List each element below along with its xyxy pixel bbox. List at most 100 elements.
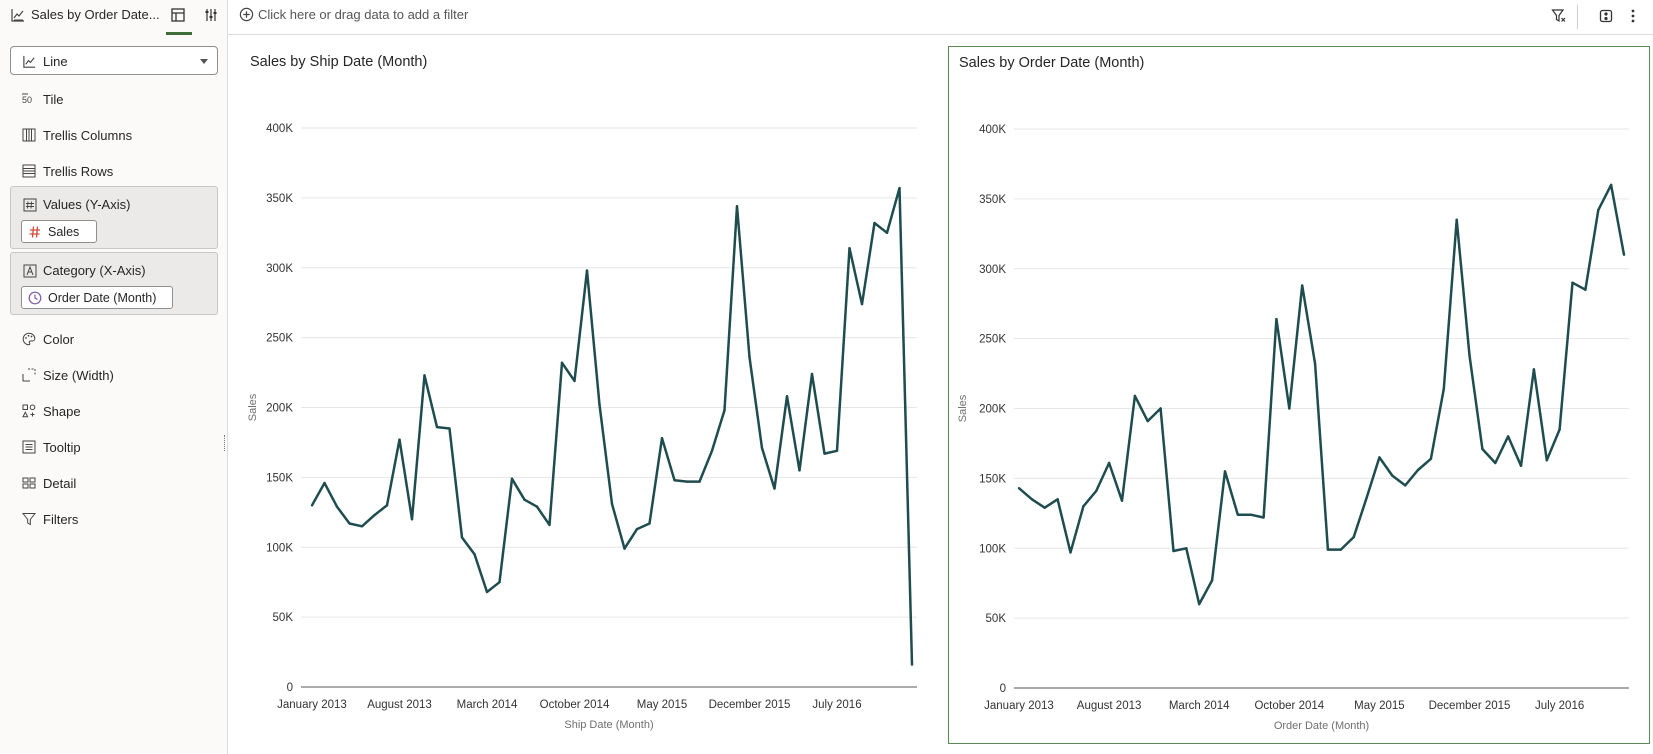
data-point bbox=[1481, 447, 1484, 451]
y-tick-label: 250K bbox=[979, 334, 1006, 346]
data-point bbox=[1133, 394, 1137, 398]
x-tick-label: October 2014 bbox=[540, 699, 610, 711]
data-point bbox=[410, 518, 414, 521]
data-point bbox=[1532, 368, 1536, 371]
x-tick-label: October 2014 bbox=[1254, 700, 1324, 712]
data-point bbox=[648, 522, 651, 525]
data-point bbox=[1069, 551, 1072, 554]
x-axis-title: Ship Date (Month) bbox=[564, 719, 653, 731]
y-tick-label: 300K bbox=[266, 263, 293, 275]
grammar-panel-icon[interactable] bbox=[170, 7, 186, 23]
data-point bbox=[1352, 535, 1355, 539]
y-tick-label: 150K bbox=[266, 472, 293, 484]
grammar-row-tile[interactable]: 50 Tile bbox=[0, 81, 228, 117]
data-point bbox=[1288, 407, 1291, 410]
data-point bbox=[1429, 457, 1433, 461]
values-well-label: Values (Y-Axis) bbox=[43, 197, 131, 212]
data-point bbox=[1571, 281, 1574, 284]
active-tab-indicator bbox=[166, 32, 192, 35]
data-point bbox=[573, 379, 576, 383]
data-point bbox=[1339, 548, 1343, 551]
grammar-row-color[interactable]: Color bbox=[0, 321, 228, 357]
more-options-icon[interactable] bbox=[1625, 8, 1641, 24]
pill-label: Sales bbox=[48, 225, 80, 239]
data-point bbox=[560, 361, 564, 364]
y-tick-label: 400K bbox=[979, 124, 1006, 136]
data-point bbox=[1107, 461, 1111, 465]
grammar-row-tooltip[interactable]: Tooltip bbox=[0, 429, 228, 465]
grammar-row-label: Tile bbox=[43, 92, 64, 107]
category-x-axis-well[interactable]: Category (X-Axis) Order Date (Month) bbox=[10, 252, 218, 315]
order-date-line-chart[interactable]: Sales by Order Date (Month) 0 50K 100K 150K 2… bbox=[949, 47, 1651, 745]
grammar-row-trellis-columns[interactable]: Trellis Columns bbox=[0, 117, 228, 153]
data-point bbox=[1442, 387, 1445, 391]
panel-resize-handle[interactable] bbox=[224, 435, 226, 451]
x-tick-label: August 2013 bbox=[367, 699, 432, 711]
y-tick-label: 400K bbox=[266, 123, 293, 135]
data-point bbox=[760, 446, 764, 450]
x-tick-label: January 2013 bbox=[984, 700, 1054, 712]
y-tick-label: 150K bbox=[979, 473, 1006, 485]
values-y-axis-well[interactable]: Values (Y-Axis) Sales bbox=[10, 186, 218, 249]
properties-sliders-icon[interactable] bbox=[203, 7, 219, 23]
pill-label: Order Date (Month) bbox=[48, 291, 157, 305]
data-point bbox=[1326, 548, 1330, 551]
x-tick-label: January 2013 bbox=[277, 699, 347, 711]
chart-title: Sales by Order Date (Month) bbox=[959, 55, 1144, 71]
data-point bbox=[473, 553, 476, 556]
data-point bbox=[385, 504, 389, 507]
data-point bbox=[1313, 362, 1317, 365]
data-point bbox=[1403, 484, 1407, 487]
data-point bbox=[823, 452, 826, 455]
data-point bbox=[1597, 208, 1600, 212]
x-tick-label: December 2015 bbox=[709, 699, 791, 711]
selected-chart-frame[interactable]: Sales by Order Date (Month) 0 50K 100K 150K 2… bbox=[948, 46, 1650, 744]
grammar-row-detail[interactable]: Detail bbox=[0, 465, 228, 501]
data-point bbox=[723, 409, 726, 412]
data-point bbox=[310, 504, 314, 507]
data-point bbox=[360, 525, 364, 528]
ship-date-line-chart[interactable]: Sales by Ship Date (Month) 0 50K 100K 150K 20… bbox=[229, 36, 941, 754]
grammar-row-trellis-rows[interactable]: Trellis Rows bbox=[0, 153, 228, 189]
data-point bbox=[685, 480, 689, 483]
data-point bbox=[1249, 513, 1252, 516]
filter-bar-prompt[interactable]: Click here or drag data to add a filter bbox=[258, 7, 469, 22]
sales-series-line bbox=[310, 186, 914, 665]
grammar-row-size[interactable]: Size (Width) bbox=[0, 357, 228, 393]
data-point bbox=[698, 480, 701, 483]
data-point bbox=[735, 205, 739, 208]
trellis-columns-icon bbox=[22, 128, 36, 142]
x-tick-label: May 2015 bbox=[1354, 700, 1405, 712]
y-tick-label: 250K bbox=[266, 333, 293, 345]
shape-icon bbox=[22, 404, 36, 418]
data-point bbox=[1519, 464, 1523, 467]
chart-type-select[interactable]: Line bbox=[10, 46, 218, 75]
line-chart-icon bbox=[23, 55, 36, 68]
data-point bbox=[373, 513, 376, 517]
data-point bbox=[773, 487, 776, 490]
category-well-label: Category (X-Axis) bbox=[43, 263, 146, 278]
order-date-month-pill[interactable]: Order Date (Month) bbox=[21, 286, 173, 309]
data-point bbox=[885, 231, 889, 235]
data-insights-icon[interactable] bbox=[1598, 8, 1614, 24]
x-tick-label: July 2016 bbox=[812, 699, 861, 711]
grammar-row-filters[interactable]: Filters bbox=[0, 501, 228, 537]
visualization-title[interactable]: Sales by Order Date... bbox=[31, 7, 160, 22]
data-point bbox=[423, 374, 426, 377]
data-point bbox=[510, 477, 514, 480]
data-point bbox=[1082, 505, 1085, 508]
clock-icon bbox=[28, 291, 42, 305]
y-tick-label: 100K bbox=[979, 543, 1006, 555]
data-point bbox=[523, 498, 526, 501]
grammar-row-label: Detail bbox=[43, 476, 77, 491]
data-point bbox=[1275, 317, 1278, 321]
data-point bbox=[1056, 498, 1059, 501]
sales-measure-pill[interactable]: Sales bbox=[21, 220, 97, 243]
tooltip-icon bbox=[22, 440, 36, 454]
filter-toggle-icon[interactable] bbox=[1551, 8, 1567, 24]
add-filter-icon[interactable] bbox=[239, 7, 254, 22]
data-point bbox=[1030, 498, 1034, 501]
data-point bbox=[1159, 407, 1162, 410]
grammar-row-shape[interactable]: Shape bbox=[0, 393, 228, 429]
data-point bbox=[435, 425, 439, 429]
